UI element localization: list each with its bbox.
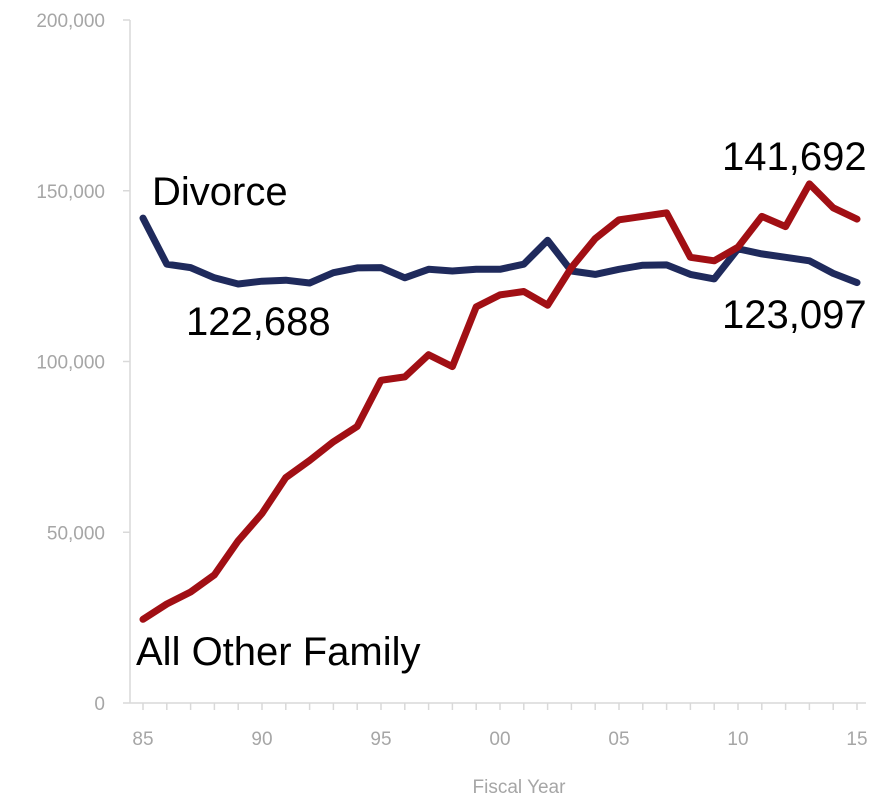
- x-tick-label: 95: [370, 729, 391, 750]
- series-line-all-other-family: [139, 180, 861, 623]
- x-tick-label: 05: [608, 729, 629, 750]
- x-tick-label: 10: [727, 729, 748, 750]
- x-tick-label: 90: [251, 729, 272, 750]
- y-tick-label: 200,000: [36, 11, 105, 32]
- divorce-min-value-label: 122,688: [186, 300, 331, 344]
- divorce-end-value-label: 123,097: [722, 293, 867, 337]
- x-axis-ticks: 85 90 95 00 05 10 15: [132, 703, 868, 750]
- divorce-series-label: Divorce: [152, 170, 288, 214]
- y-tick-label: 0: [94, 694, 105, 715]
- y-tick-label: 100,000: [36, 353, 105, 374]
- y-axis-ticks: 0 50,000 100,000 150,000 200,000: [36, 11, 130, 715]
- x-tick-label: 85: [132, 729, 153, 750]
- other-family-end-value-label: 141,692: [722, 135, 867, 179]
- other-family-series-label: All Other Family: [136, 630, 421, 674]
- x-tick-label: 15: [846, 729, 867, 750]
- x-axis-title: Fiscal Year: [473, 777, 567, 798]
- series-lines: [139, 180, 861, 623]
- x-tick-label: 00: [489, 729, 510, 750]
- y-tick-label: 150,000: [36, 182, 105, 203]
- y-tick-label: 50,000: [47, 523, 105, 544]
